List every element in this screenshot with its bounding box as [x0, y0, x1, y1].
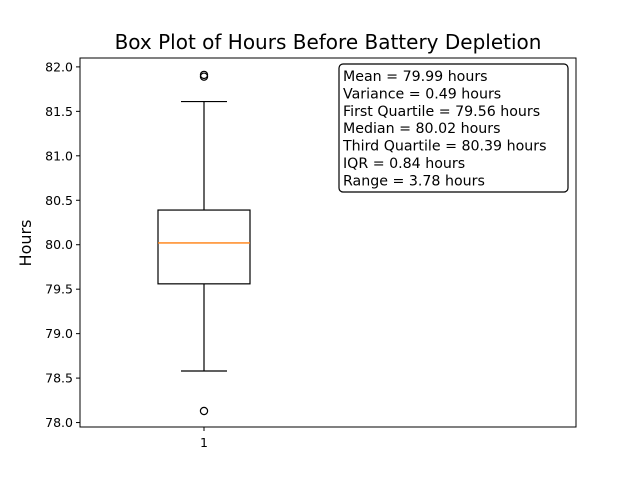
y-tick-label: 80.5	[45, 193, 73, 208]
y-tick-label: 82.0	[45, 59, 73, 74]
stats-mean: Mean = 79.99 hours	[343, 69, 488, 85]
stats-box-frame	[338, 63, 569, 193]
plot-area: 78.0 78.5 79.0 79.5 80.0 80.5 81.0 81.5 82.0 1	[45, 59, 251, 450]
y-tick-label: 81.5	[45, 104, 73, 119]
plot-frame	[79, 57, 577, 428]
y-tick-label: 81.0	[45, 148, 73, 163]
y-tick-label: 78.0	[45, 415, 73, 430]
stats-iqr: IQR = 0.84 hours	[343, 156, 465, 172]
outlier-point	[199, 70, 209, 80]
iqr-box	[157, 209, 251, 285]
stats-third-quartile: Third Quartile = 80.39 hours	[342, 139, 546, 155]
stats-range: Range = 3.78 hours	[343, 173, 485, 189]
stats-variance: Variance = 0.49 hours	[343, 86, 501, 102]
outlier-point	[199, 406, 209, 416]
x-tick-label: 1	[200, 435, 208, 450]
y-axis-label: Hours	[16, 220, 35, 267]
y-tick-label: 79.0	[45, 326, 73, 341]
chart-title: Box Plot of Hours Before Battery Depleti…	[115, 30, 542, 54]
stats-annotation-box: Mean = 79.99 hours Variance = 0.49 hours…	[338, 63, 569, 193]
stats-median: Median = 80.02 hours	[343, 121, 501, 137]
stats-first-quartile: First Quartile = 79.56 hours	[343, 104, 540, 120]
y-tick-label: 78.5	[45, 371, 73, 386]
y-tick-label: 79.5	[45, 282, 73, 297]
y-tick-label: 80.0	[45, 237, 73, 252]
